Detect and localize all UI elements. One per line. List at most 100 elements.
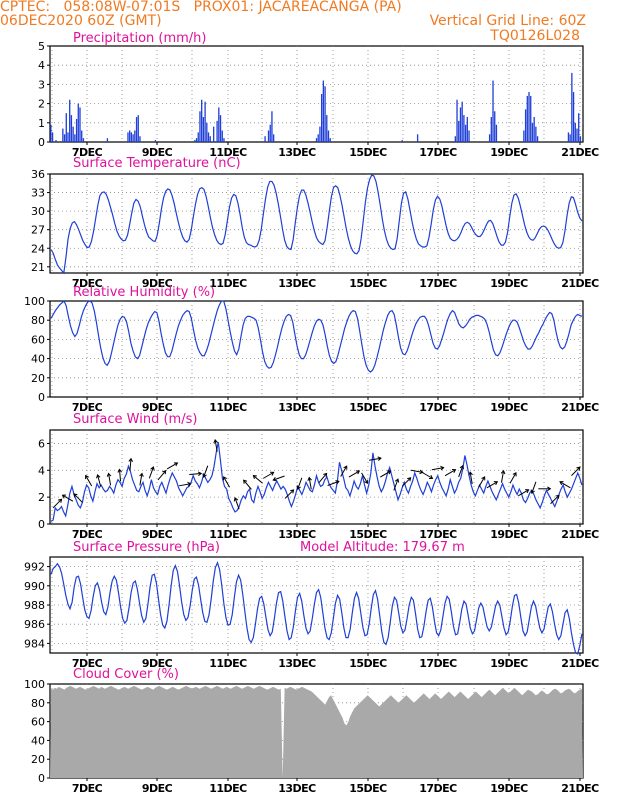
- precip-bar: [62, 128, 64, 142]
- precip-bar: [199, 111, 201, 142]
- wind-arrow-head: [343, 465, 348, 470]
- precip-bar: [528, 92, 530, 142]
- wind-arrow-head: [555, 494, 560, 499]
- precip-bar: [531, 122, 534, 142]
- wind-arrow: [166, 462, 178, 470]
- x-tick-label: 17DEC: [419, 782, 457, 795]
- wind-arrow: [214, 439, 218, 452]
- wind-arrow-head: [377, 456, 382, 461]
- panel-title: Surface Temperature (nC): [73, 156, 241, 171]
- precip-bar: [320, 94, 323, 142]
- wind-arrow: [308, 477, 312, 490]
- wind-arrow: [273, 475, 285, 481]
- panel-title: Surface Pressure (hPa): [73, 540, 220, 555]
- wind-arrow: [478, 476, 486, 488]
- wind-arrow-head: [576, 466, 581, 471]
- wind-arrow: [178, 483, 191, 487]
- wind-arrow: [97, 474, 102, 487]
- precip-bar: [197, 132, 199, 142]
- precip-bar: [490, 117, 492, 142]
- precip-bar: [74, 134, 76, 142]
- wind-arrow: [108, 473, 112, 486]
- x-tick-label: 21DEC: [561, 782, 599, 795]
- precip-bar: [137, 115, 139, 142]
- wind-arrow: [85, 475, 93, 487]
- wind-arrow: [327, 480, 340, 486]
- panel-title: Cloud Cover (%): [73, 667, 179, 682]
- x-tick-label: 17DEC: [419, 657, 457, 670]
- wind-arrow-head: [117, 468, 123, 473]
- precip-bar: [459, 107, 462, 142]
- wind-arrow-head: [296, 485, 301, 490]
- precip-bar: [468, 130, 470, 142]
- wind-arrow-head: [500, 469, 506, 475]
- wind-arrow: [431, 467, 444, 471]
- wind-arrow: [253, 475, 263, 484]
- y-tick-label: 33: [31, 187, 45, 200]
- precip-bar: [324, 86, 326, 142]
- x-tick-label: 11DEC: [209, 528, 247, 541]
- precip-bar: [458, 120, 460, 142]
- precip-bar: [272, 134, 275, 142]
- precip-bar: [216, 120, 218, 142]
- precip-bar: [202, 117, 205, 142]
- x-tick-label: 9DEC: [142, 528, 173, 541]
- wind-arrow-head: [307, 476, 312, 481]
- wind-arrow: [559, 481, 571, 489]
- precip-bar: [571, 72, 573, 142]
- x-tick-label: 15DEC: [349, 528, 387, 541]
- precip-bar: [317, 134, 319, 142]
- wind-arrow: [62, 494, 74, 502]
- precip-bar: [63, 134, 66, 142]
- precip-bar: [464, 124, 467, 142]
- y-tick-label: 4: [38, 464, 45, 477]
- wind-arrow-head: [202, 473, 207, 478]
- wind-arrow-head: [468, 471, 473, 476]
- y-tick-label: 20: [31, 372, 45, 385]
- precip-bar: [72, 126, 74, 142]
- x-tick-label: 13DEC: [278, 146, 316, 159]
- wind-arrow: [148, 466, 154, 479]
- precip-bar: [322, 80, 325, 142]
- wind-arrow-head: [173, 462, 179, 467]
- x-tick-label: 7DEC: [72, 782, 103, 795]
- y-tick-label: 20: [31, 753, 45, 766]
- y-tick-label: 0: [38, 136, 45, 149]
- y-tick-label: 2: [38, 491, 45, 504]
- x-tick-label: 7DEC: [72, 657, 103, 670]
- wind-arrow: [509, 472, 517, 484]
- precip-bar: [55, 140, 57, 142]
- precip-bar: [315, 138, 318, 142]
- wind-arrow: [517, 489, 529, 497]
- precip-bar: [219, 115, 222, 142]
- y-tick-label: 6: [38, 437, 45, 450]
- x-tick-label: 17DEC: [419, 277, 457, 290]
- y-tick-label: 986: [24, 618, 45, 631]
- precip-bar: [221, 130, 223, 142]
- y-tick-label: 24: [31, 242, 45, 255]
- precip-bar: [65, 113, 67, 142]
- wind-arrow-head: [290, 489, 295, 494]
- wind-arrow-head: [187, 481, 192, 487]
- wind-arrow: [458, 465, 464, 478]
- wind-arrow: [380, 470, 391, 478]
- y-tick-label: 80: [31, 697, 45, 710]
- precip-bar: [51, 132, 54, 142]
- wind-arrow: [361, 472, 369, 484]
- wind-arrow-head: [407, 477, 412, 482]
- y-tick-label: 30: [31, 205, 45, 218]
- wind-arrow-head: [481, 476, 486, 481]
- x-tick-label: 19DEC: [490, 782, 528, 795]
- precip-bar: [579, 136, 582, 142]
- precip-bar: [530, 95, 532, 142]
- x-tick-label: 17DEC: [419, 528, 457, 541]
- x-tick-label: 13DEC: [278, 277, 316, 290]
- wind-arrow-head: [139, 472, 144, 477]
- wind-arrow: [469, 472, 473, 485]
- x-tick-label: 19DEC: [490, 401, 528, 414]
- precip-bar: [578, 113, 580, 142]
- x-tick-label: 15DEC: [349, 401, 387, 414]
- precip-bar: [533, 117, 535, 142]
- precip-bar: [206, 122, 208, 142]
